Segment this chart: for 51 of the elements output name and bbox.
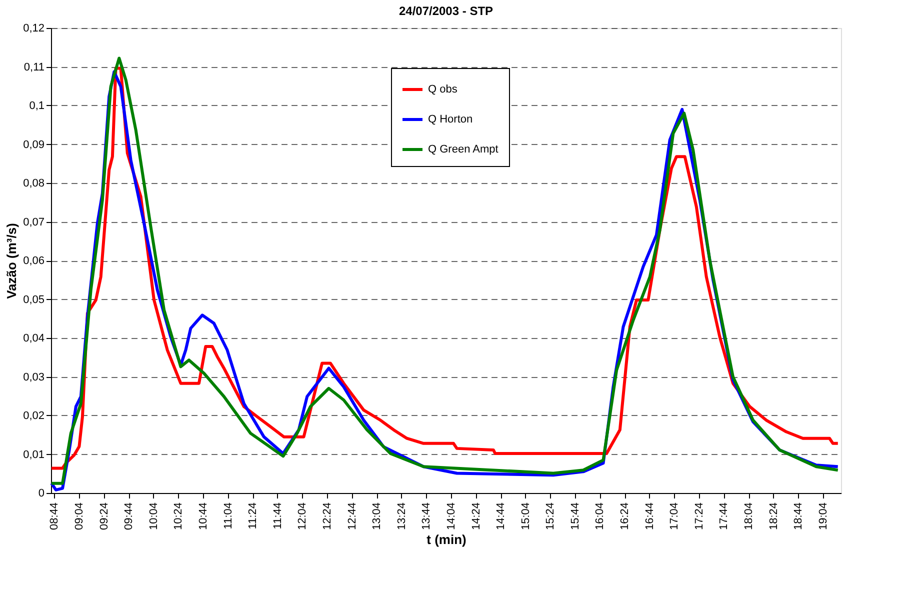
x-tick-label: 12:44 (346, 502, 358, 530)
x-tick-label: 17:24 (693, 502, 706, 530)
y-tick-label: 0,07 (23, 216, 44, 228)
y-tick-label: 0,08 (23, 178, 44, 190)
x-tick-label: 09:04 (74, 502, 86, 530)
x-tick-label: 13:04 (371, 502, 384, 530)
x-tick-label: 10:04 (148, 502, 160, 530)
x-tick-label: 15:24 (544, 502, 557, 530)
x-tick-label: 09:44 (123, 502, 136, 530)
x-tick-label: 15:04 (520, 502, 532, 530)
x-tick-label: 19:04 (817, 502, 830, 530)
legend-label: Q Horton (428, 114, 473, 126)
y-axis-title: Vazão (m³/s) (4, 223, 20, 299)
y-tick-label: 0,01 (23, 448, 44, 461)
x-tick-label: 10:24 (172, 502, 185, 530)
x-tick-label: 14:24 (470, 502, 482, 530)
x-tick-label: 11:44 (272, 502, 284, 530)
y-tick-label: 0,06 (23, 255, 44, 267)
x-tick-label: 13:24 (396, 502, 408, 530)
y-tick-label: 0,05 (23, 294, 44, 306)
x-tick-label: 16:04 (594, 502, 606, 530)
y-tick-label: 0,02 (23, 410, 44, 422)
x-tick-label: 16:44 (644, 502, 656, 530)
x-tick-label: 16:24 (619, 502, 632, 530)
x-tick-label: 08:44 (48, 502, 61, 530)
x-tick-label: 14:44 (495, 502, 508, 530)
x-tick-label: 18:24 (768, 502, 780, 530)
x-tick-label: 15:44 (569, 502, 582, 530)
y-tick-label: 0 (38, 488, 44, 500)
x-tick-label: 11:04 (222, 502, 234, 530)
x-axis-title: t (min) (426, 532, 466, 548)
x-tick-label: 11:24 (247, 502, 260, 530)
x-tick-label: 18:04 (743, 502, 756, 530)
x-tick-label: 17:04 (668, 502, 681, 530)
x-tick-label: 17:44 (718, 502, 730, 530)
x-tick-label: 13:44 (420, 502, 433, 530)
y-tick-label: 0,04 (23, 332, 44, 344)
legend-label: Q Green Ampt (428, 144, 498, 156)
x-tick-label: 09:24 (98, 502, 110, 530)
y-tick-label: 0,03 (23, 371, 44, 384)
x-tick-label: 14:04 (445, 502, 458, 530)
y-tick-label: 0,09 (23, 138, 44, 151)
legend-label: Q obs (428, 84, 458, 96)
x-tick-label: 12:04 (296, 502, 309, 530)
y-tick-label: 0,1 (29, 100, 44, 112)
x-tick-label: 12:24 (321, 502, 334, 530)
chart-title: 24/07/2003 - STP (398, 4, 494, 18)
x-tick-label: 18:44 (792, 502, 805, 530)
y-tick-label: 0,12 (23, 22, 44, 34)
x-tick-label: 10:44 (197, 502, 210, 530)
y-tick-label: 0,11 (24, 61, 44, 74)
